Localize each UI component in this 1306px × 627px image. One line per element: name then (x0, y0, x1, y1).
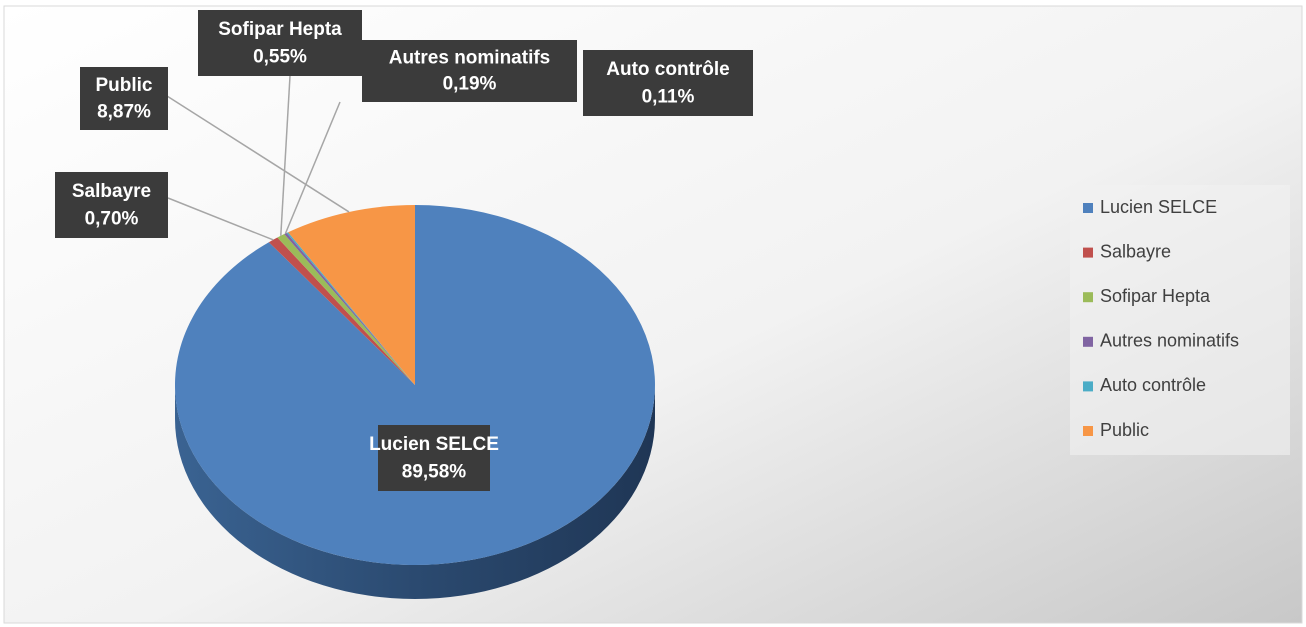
leader-line (166, 95, 350, 213)
label-box (378, 425, 490, 491)
legend-box (1070, 185, 1290, 455)
leader-line (167, 197, 274, 241)
label-box (198, 10, 362, 76)
pie-slice (174, 205, 655, 565)
label-value: 0,11% (642, 87, 695, 108)
pie-slice (277, 234, 415, 385)
leader-line (284, 101, 341, 234)
legend-swatch (1083, 381, 1093, 392)
label-box (80, 67, 168, 130)
legend-label: Autres nominatifs (1100, 331, 1239, 351)
label-value: 0,70% (85, 209, 139, 230)
label-value: 8,87% (97, 101, 151, 122)
leader-line (280, 75, 291, 236)
label-value: 0,55% (253, 47, 307, 68)
legend-swatch (1083, 292, 1093, 303)
label-box (55, 172, 168, 238)
label-name: Sofipar Hepta (218, 19, 342, 40)
legend-label: Sofipar Hepta (1100, 286, 1211, 306)
label-name: Salbayre (72, 181, 151, 202)
label-name: Autres nominatifs (389, 48, 551, 69)
pie-slice (284, 232, 415, 385)
legend-label: Public (1100, 420, 1149, 440)
legend-swatch (1083, 247, 1093, 258)
legend-label: Lucien SELCE (1100, 197, 1217, 217)
pie-slice (286, 232, 415, 385)
label-value: 89,58% (402, 462, 467, 483)
label-name: Public (95, 75, 152, 96)
pie-slice (268, 237, 415, 385)
pie-slice (288, 205, 415, 385)
label-value: 0,19% (443, 74, 497, 95)
legend-label: Salbayre (1100, 241, 1171, 261)
pie-side (175, 385, 655, 599)
legend-swatch (1083, 426, 1093, 436)
legend-label: Auto contrôle (1100, 375, 1206, 395)
legend-swatch (1083, 203, 1093, 213)
label-box (583, 50, 753, 116)
label-name: Auto contrôle (606, 59, 730, 80)
label-name: Lucien SELCE (369, 434, 499, 455)
legend-swatch (1083, 336, 1093, 347)
label-box (362, 40, 577, 102)
